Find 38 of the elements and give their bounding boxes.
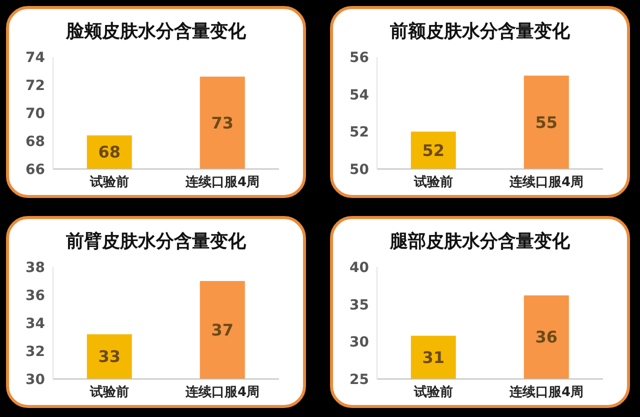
y-tick-label: 56 — [350, 50, 369, 66]
x-tick-label: 连续口服4周 — [184, 385, 260, 400]
x-tick-label: 试验前 — [413, 384, 453, 400]
x-tick-label: 试验前 — [89, 384, 129, 400]
x-tick-label: 试验前 — [413, 174, 453, 190]
y-tick-label: 36 — [26, 288, 45, 304]
x-tick-label: 连续口服4周 — [508, 175, 584, 190]
y-tick-label: 74 — [26, 50, 46, 66]
y-tick-label: 72 — [26, 78, 45, 94]
data-label: 31 — [422, 348, 445, 367]
y-tick-label: 38 — [26, 260, 45, 276]
data-label: 55 — [535, 112, 558, 132]
data-label: 52 — [422, 140, 445, 160]
x-tick-label: 连续口服4周 — [184, 175, 260, 190]
y-tick-label: 54 — [350, 87, 370, 104]
data-label: 37 — [211, 320, 234, 340]
data-label: 33 — [98, 347, 121, 366]
y-tick-label: 30 — [26, 372, 46, 388]
chart-title: 脸颊皮肤水分含量变化 — [64, 20, 247, 43]
chart-title: 腿部皮肤水分含量变化 — [388, 230, 571, 253]
x-tick-label: 试验前 — [89, 174, 129, 190]
y-tick-label: 66 — [26, 162, 45, 178]
y-tick-label: 68 — [26, 134, 45, 150]
y-tick-label: 32 — [26, 344, 45, 360]
chart-title: 前额皮肤水分含量变化 — [389, 20, 571, 43]
data-label: 73 — [211, 113, 234, 132]
y-tick-label: 50 — [350, 162, 370, 178]
y-tick-label: 70 — [26, 106, 46, 122]
x-tick-label: 连续口服4周 — [508, 385, 584, 400]
data-label: 36 — [535, 328, 558, 347]
y-tick-label: 40 — [350, 260, 370, 276]
data-label: 68 — [98, 142, 121, 162]
y-tick-label: 52 — [350, 124, 369, 141]
y-tick-label: 35 — [350, 297, 369, 314]
y-tick-label: 34 — [26, 316, 46, 332]
y-tick-label: 30 — [350, 334, 370, 351]
y-tick-label: 25 — [350, 372, 369, 388]
chart-title: 前臂皮肤水分含量变化 — [65, 230, 247, 253]
